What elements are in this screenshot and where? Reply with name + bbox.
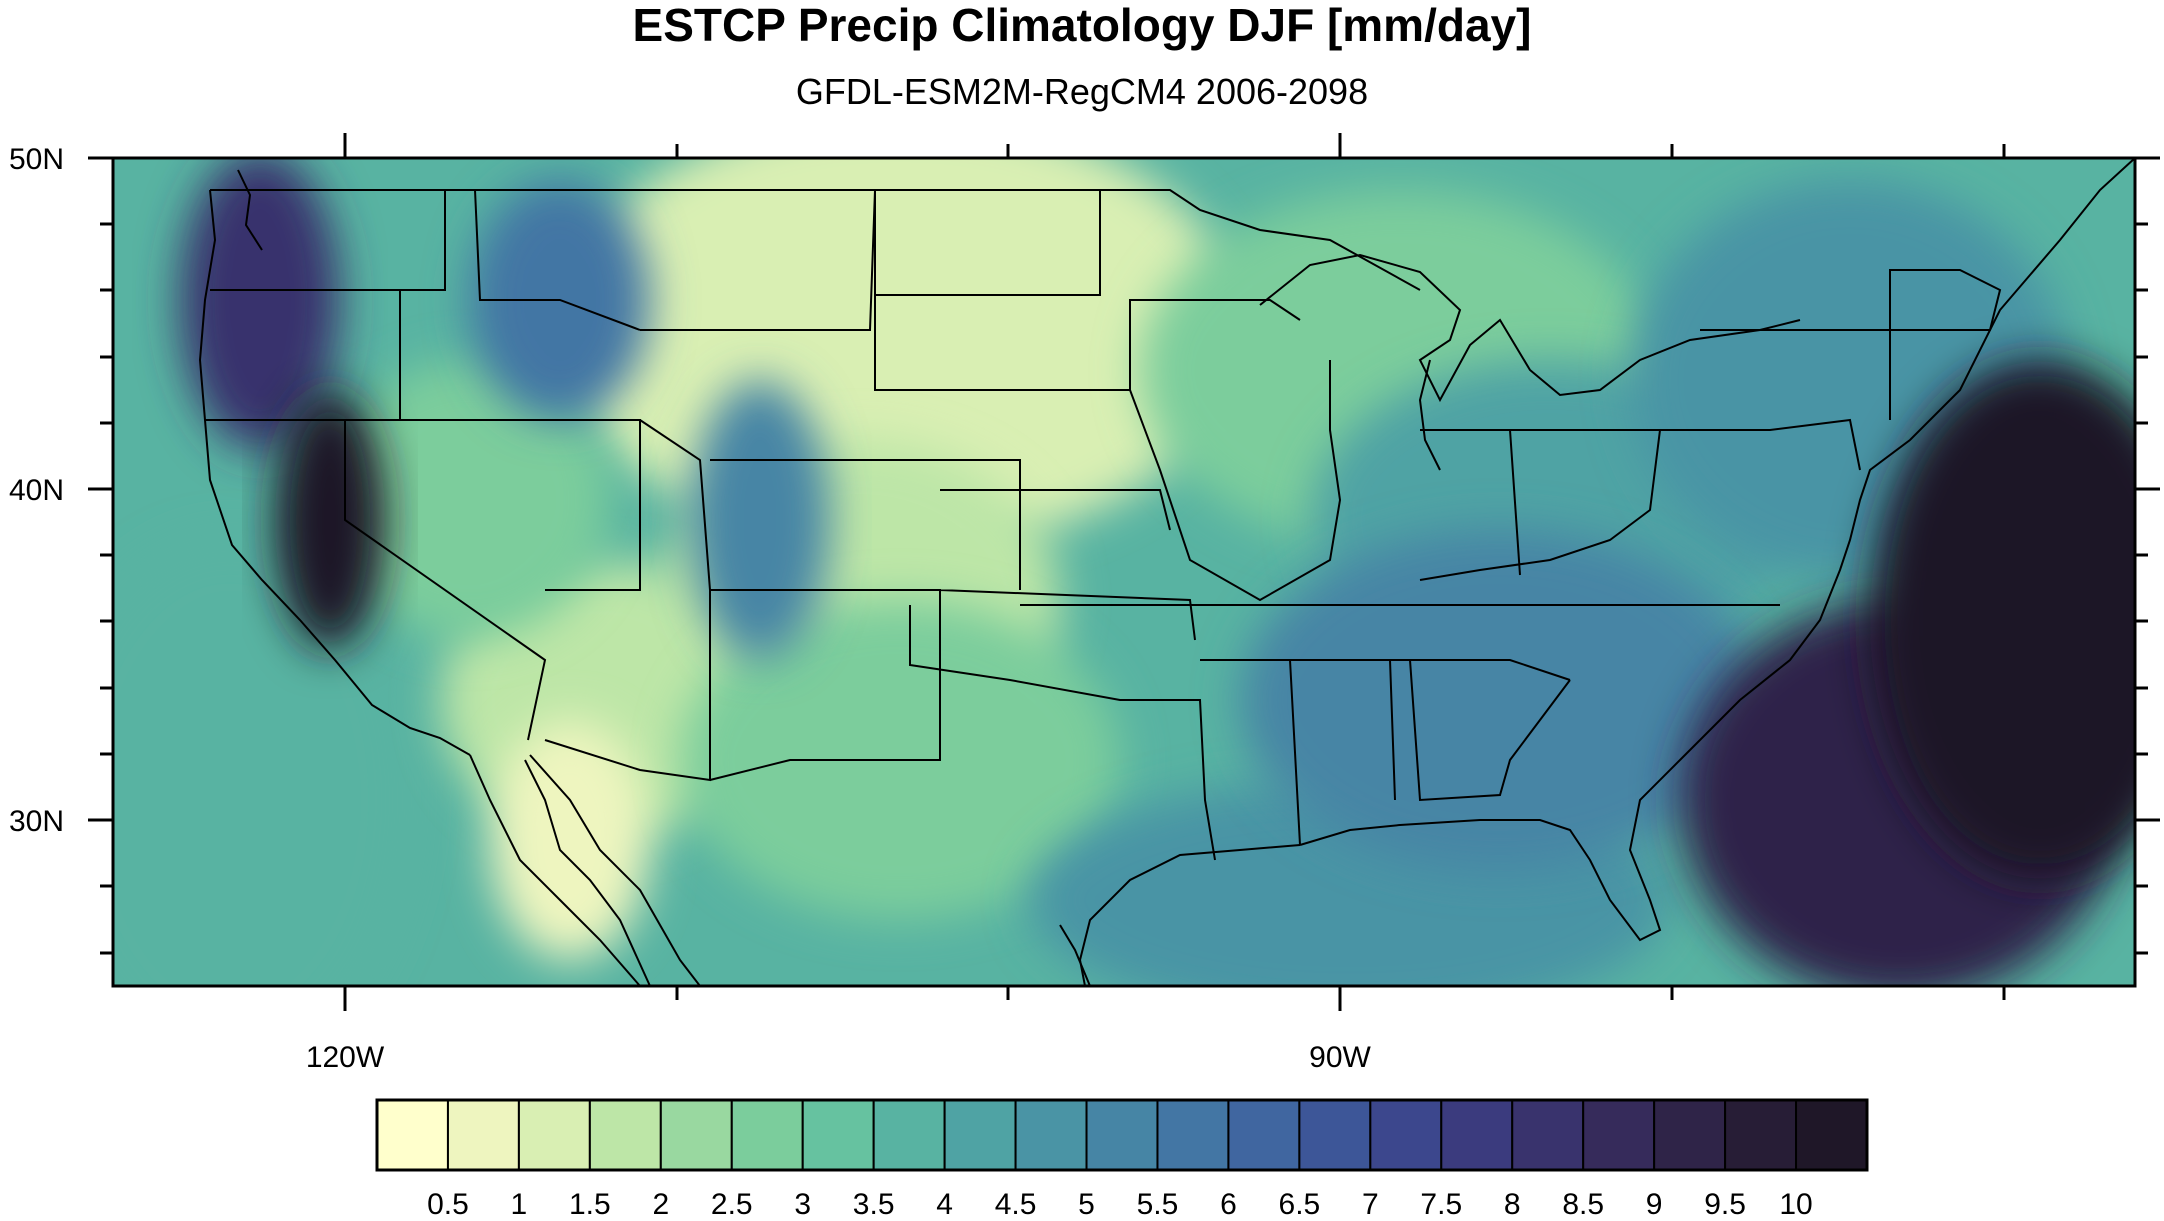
colorbar-label: 8 — [1504, 1188, 1521, 1221]
chart-subtitle: GFDL-ESM2M-RegCM4 2006-2098 — [795, 71, 1369, 112]
colorbar-box — [1511, 1099, 1585, 1171]
gulf-coast — [1078, 844, 1301, 986]
colorbar-label: 7.5 — [1420, 1188, 1462, 1221]
state-lines-west — [205, 189, 1216, 861]
colorbar-label: 7 — [1362, 1188, 1379, 1221]
colorbar: 0.5 1 1.5 2 2.5 3 3.5 4 4.5 5 5.5 6 6.5 7 7.5 8 8.5 9 9.5 1… — [375, 1098, 1869, 1221]
colorbar-box — [376, 1099, 449, 1171]
map-frame — [111, 156, 2137, 988]
gulf-of-california-east — [529, 754, 701, 986]
east-coast — [1299, 158, 2135, 942]
colorbar-label: 6.5 — [1279, 1188, 1321, 1221]
colorbar-box — [1085, 1099, 1159, 1171]
colorbar-label: 3.5 — [853, 1188, 895, 1221]
colorbar-label: 4.5 — [995, 1188, 1037, 1221]
lon-label-120w: 120W — [306, 1041, 385, 1074]
puget-sound — [237, 169, 263, 251]
mexico-gulf-coast — [1059, 924, 1091, 986]
colorbar-box — [1298, 1099, 1372, 1171]
colorbar-label: 0.5 — [427, 1188, 469, 1221]
colorbar-box — [872, 1099, 946, 1171]
lat-label-30n: 30N — [9, 805, 64, 838]
colorbar-label: 5.5 — [1137, 1188, 1179, 1221]
us-coastline-west — [198, 189, 471, 756]
chart-title: ESTCP Precip Climatology DJF [mm/day] — [632, 0, 1532, 51]
colorbar-label: 2 — [652, 1188, 669, 1221]
colorbar-label: 5 — [1078, 1188, 1095, 1221]
precip-region: Pacific Northwest coast — [180, 158, 340, 450]
colorbar-box — [1014, 1099, 1088, 1171]
colorbar-label: 8.5 — [1562, 1188, 1604, 1221]
precip-region: Gulf Stream (western Atlantic) — [1870, 360, 2135, 880]
lon-label-90w: 90W — [1309, 1041, 1371, 1074]
colorbar-label: 6 — [1220, 1188, 1237, 1221]
colorbar-label: 1.5 — [569, 1188, 611, 1221]
baja-west-coast — [469, 754, 641, 986]
lake-michigan — [1418, 359, 1441, 471]
colorbar-box — [1156, 1099, 1230, 1171]
precip-region: Baja California — [490, 720, 650, 960]
colorbar-box — [446, 1099, 520, 1171]
colorbar-box — [801, 1099, 875, 1171]
colorbar-label: 1 — [511, 1188, 528, 1221]
tick-marks — [88, 133, 2160, 1011]
colorbar-box — [1227, 1099, 1301, 1171]
colorbar-box — [1369, 1099, 1443, 1171]
colorbar-box — [1582, 1099, 1656, 1171]
lat-label-40n: 40N — [9, 474, 64, 507]
colorbar-box — [730, 1099, 804, 1171]
colorbar-box — [1795, 1099, 1868, 1171]
precip-region: Southeast / Gulf Coast — [1240, 530, 1760, 870]
great-lakes — [1259, 253, 1801, 403]
colorbar-label: 10 — [1779, 1188, 1812, 1221]
colorbar-label: 3 — [794, 1188, 811, 1221]
colorbar-label: 4 — [936, 1188, 953, 1221]
baja-east-coast — [524, 759, 651, 986]
colorbar-box — [659, 1099, 733, 1171]
colorbar-label: 9.5 — [1704, 1188, 1746, 1221]
precip-field: Eastern PacificNorthern Great PlainsSout… — [113, 158, 2135, 986]
colorbar-frame — [375, 1098, 1869, 1172]
precip-region: Great Basin / Nevada — [330, 360, 610, 640]
precip-region: Northern California / Sierra Nevada — [275, 390, 385, 650]
colorbar-box — [1440, 1099, 1514, 1171]
precip-region: Eastern Pacific — [113, 540, 410, 986]
state-lines-east — [1129, 269, 2002, 846]
colorbar-box — [1724, 1099, 1798, 1171]
colorbar-label: 2.5 — [711, 1188, 753, 1221]
boundaries — [198, 158, 2135, 986]
lat-label-50n: 50N — [9, 143, 64, 176]
colorbar-label: 9 — [1646, 1188, 1663, 1221]
colorbar-box — [517, 1099, 591, 1171]
colorbar-box — [588, 1099, 662, 1171]
colorbar-box — [943, 1099, 1017, 1171]
colorbar-box — [1653, 1099, 1727, 1171]
